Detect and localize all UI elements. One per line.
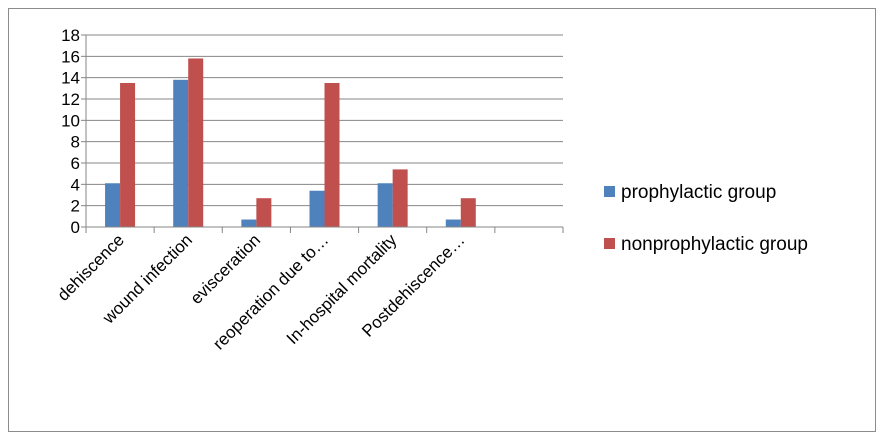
chart-frame: 0 2 4 6 8 10 12 14 16 18 dehiscence wound infectio… (8, 8, 876, 432)
bar-nonprophylactic (120, 83, 136, 227)
legend-swatch (604, 238, 615, 249)
x-category-label: dehiscence (54, 230, 128, 304)
y-tick-label: 4 (71, 175, 80, 194)
axes (81, 34, 564, 233)
legend-swatch (604, 186, 615, 197)
y-tick-labels: 0 2 4 6 8 10 12 14 16 18 (61, 26, 80, 237)
legend: prophylactic group nonprophylactic group (604, 182, 808, 255)
y-tick-label: 18 (61, 26, 80, 45)
y-tick-label: 6 (71, 154, 80, 173)
bar-nonprophylactic (460, 198, 476, 227)
y-tick-label: 14 (61, 69, 80, 88)
bar-prophylactic (309, 190, 325, 227)
bar-nonprophylactic (188, 58, 204, 227)
legend-label: nonprophylactic group (621, 234, 808, 255)
bar-prophylactic (105, 183, 121, 227)
bar-prophylactic (241, 219, 257, 227)
bars (105, 58, 476, 227)
y-tick-label: 0 (71, 218, 80, 237)
bar-prophylactic (173, 79, 189, 227)
y-tick-label: 16 (61, 47, 80, 66)
bar-prophylactic (377, 183, 393, 227)
x-category-label: reoperation due to… (209, 230, 332, 353)
bar-nonprophylactic (392, 169, 408, 227)
y-tick-label: 10 (61, 111, 80, 130)
legend-label: prophylactic group (621, 182, 776, 203)
y-tick-label: 2 (71, 197, 80, 216)
bar-nonprophylactic (256, 198, 272, 227)
y-tick-label: 8 (71, 133, 80, 152)
bar-nonprophylactic (324, 83, 340, 227)
bar-prophylactic (445, 219, 461, 227)
y-tick-label: 12 (61, 90, 80, 109)
